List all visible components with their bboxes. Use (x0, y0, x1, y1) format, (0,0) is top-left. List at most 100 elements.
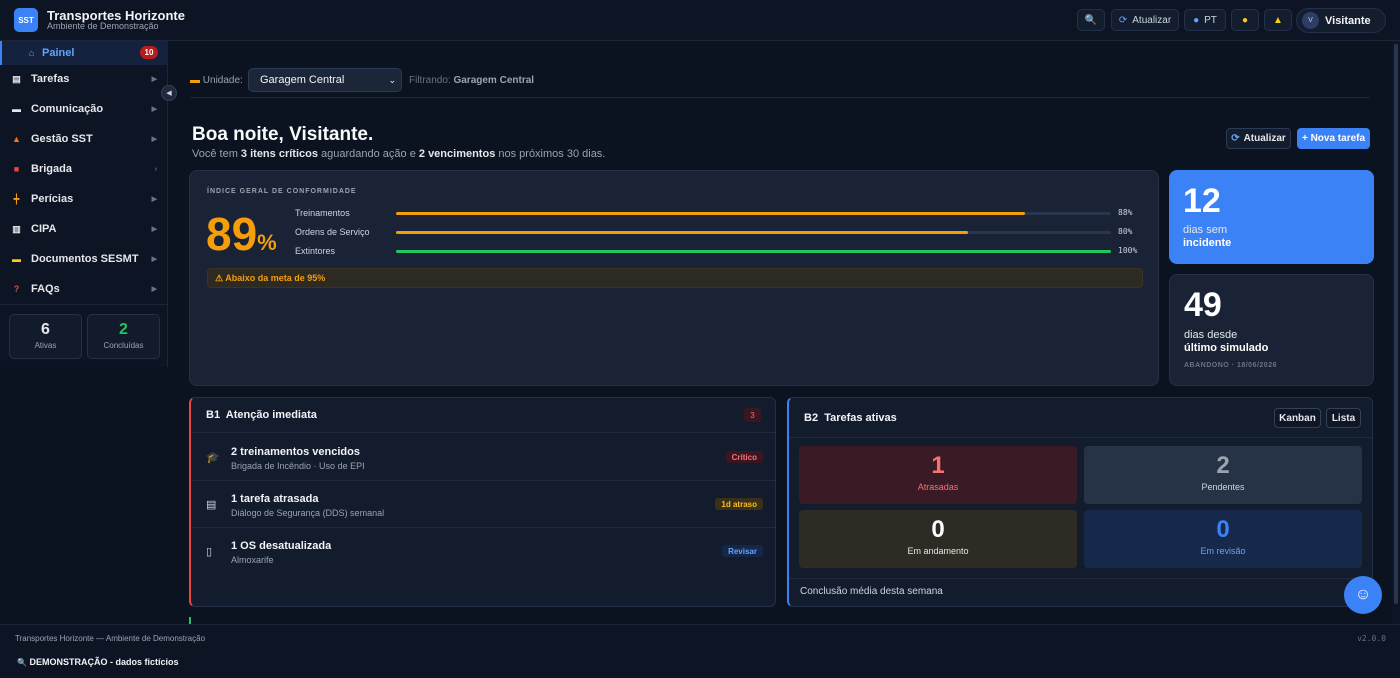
topbar-refresh-button[interactable]: ⟳ Atualizar (1111, 9, 1179, 31)
language-button[interactable]: ● PT (1184, 9, 1226, 31)
sidebar-item-label: Perícias (31, 193, 74, 205)
sidebar-item-faqs[interactable]: ? FAQs ▶ (0, 277, 168, 301)
kpi-footnote: ABANDONO · 18/06/2026 (1184, 362, 1277, 369)
chat-icon: ▬ (12, 104, 21, 114)
user-name: Visitante (1325, 14, 1371, 27)
chevron-right-icon: ▶ (151, 286, 157, 293)
tile-in-review[interactable]: 0 Em revisão (1084, 510, 1362, 568)
panel-count-badge: 3 (744, 408, 761, 422)
theme-toggle-button[interactable]: ● (1231, 9, 1259, 31)
scrollbar-thumb[interactable] (1394, 44, 1398, 604)
sidebar-item-tarefas[interactable]: ▤ Tarefas ▶ (0, 67, 168, 91)
compliance-card: ÍNDICE GERAL DE CONFORMIDADE 89% Treinam… (189, 170, 1159, 386)
tile-label: Pendentes (1201, 482, 1245, 492)
tile-value: 0 (1216, 516, 1230, 543)
refresh-button[interactable]: ⟳ Atualizar (1226, 128, 1291, 149)
chevron-right-icon: ▶ (151, 196, 157, 203)
tile-label: Em revisão (1200, 546, 1246, 556)
stat-value: 6 (41, 321, 50, 338)
bar-value: 100% (1118, 246, 1138, 255)
search-button[interactable]: 🔍 (1077, 9, 1105, 31)
graduation-cap-icon: 🎓 (206, 452, 220, 464)
notifications-button[interactable]: ▲ (1264, 9, 1292, 31)
kpi-label-strong: último simulado (1184, 342, 1269, 354)
sidebar-item-cipa[interactable]: ▥ CIPA ▶ (0, 217, 168, 241)
sidebar-item-label: CIPA (31, 223, 57, 235)
fire-truck-icon: ■ (13, 164, 20, 174)
bar-label: Treinamentos (295, 208, 350, 218)
bar-fill (396, 212, 1026, 215)
sidebar-collapse-button[interactable]: ◀ (161, 85, 177, 101)
list-item[interactable]: ▯ 1 OS desatualizada Almoxarife Revisar (191, 528, 775, 575)
folder-icon: ▬ (12, 254, 21, 264)
compliance-title: ÍNDICE GERAL DE CONFORMIDADE (207, 188, 357, 195)
sidebar-item-comunicacao[interactable]: ▬ Comunicação ▶ (0, 97, 168, 121)
tile-label: Atrasadas (917, 482, 959, 492)
new-task-button[interactable]: + Nova tarefa (1297, 128, 1370, 149)
tile-overdue[interactable]: 1 Atrasadas (799, 446, 1077, 504)
page-title: Boa noite, Visitante. (192, 124, 374, 145)
kpi-days-since-drill: 49 dias desde último simulado ABANDONO ·… (1169, 274, 1374, 386)
chevron-right-icon: ▶ (151, 256, 157, 263)
topbar-refresh-label: Atualizar (1132, 14, 1172, 26)
unit-filter-bar: ▬ Unidade: Garagem Central ⌄ Filtrando: … (190, 65, 1370, 98)
chevron-left-icon: ◀ (166, 90, 172, 97)
globe-icon: ● (1193, 14, 1200, 26)
clipboard-icon: ▤ (12, 73, 21, 84)
tile-label: Em andamento (907, 546, 969, 556)
panel-divider (789, 578, 1372, 579)
sidebar-divider (0, 304, 168, 305)
tile-value: 1 (931, 452, 945, 479)
compliance-warning: ⚠ Abaixo da meta de 95% (207, 268, 1143, 288)
assistant-button[interactable]: ☺ (1344, 576, 1382, 614)
language-label: PT (1204, 14, 1217, 26)
chevron-down-icon: ⌄ (388, 74, 396, 85)
panel-title: B2 Tarefas ativas (804, 412, 897, 424)
kanban-view-button[interactable]: Kanban (1274, 408, 1321, 428)
tile-value: 0 (931, 516, 945, 543)
sidebar-item-label: Brigada (31, 163, 72, 175)
sidebar-item-label: Documentos SESMT (31, 253, 139, 265)
sidebar-item-painel[interactable]: ⌂ Painel 10 (0, 41, 168, 65)
bell-icon: ▲ (1273, 14, 1283, 26)
panel-header: B1 Atenção imediata 3 (191, 398, 775, 433)
tile-value: 2 (1216, 452, 1230, 479)
bar-value: 80% (1118, 227, 1133, 236)
scales-icon: ┿ (13, 193, 20, 204)
user-menu[interactable]: V Visitante (1296, 8, 1386, 33)
question-icon: ? (13, 284, 20, 294)
tile-in-progress[interactable]: 0 Em andamento (799, 510, 1077, 568)
panel-title: B1 Atenção imediata (206, 409, 317, 421)
status-badge: Crítico (725, 451, 763, 463)
bar-track (396, 231, 1111, 234)
sidebar: ⌂ Painel 10 ▤ Tarefas ▶ ▬ Comunicação ▶ … (0, 41, 168, 367)
building-icon: ▥ (12, 223, 21, 234)
stat-active-tasks: 6 Ativas (9, 314, 82, 359)
top-bar: SST Transportes Horizonte Ambiente de De… (0, 0, 1400, 41)
list-view-button[interactable]: Lista (1326, 408, 1361, 428)
compliance-bar-extintores: Extintores 100% (295, 246, 1145, 258)
list-item[interactable]: 🎓 2 treinamentos vencidos Brigada de Inc… (191, 434, 775, 481)
stat-label: Concluídas (103, 341, 144, 350)
robot-icon: ☺ (1354, 586, 1372, 603)
compliance-bar-treinamentos: Treinamentos 88% (295, 208, 1145, 220)
sidebar-item-brigada[interactable]: ■ Brigada › (0, 157, 168, 181)
sidebar-item-gestao-sst[interactable]: ▲ Gestão SST ▶ (0, 127, 168, 151)
refresh-label: Atualizar (1243, 133, 1286, 144)
tile-pending[interactable]: 2 Pendentes (1084, 446, 1362, 504)
item-subtitle: Diálogo de Segurança (DDS) semanal (231, 508, 385, 518)
unit-select-value: Garagem Central (260, 74, 345, 86)
page-subtitle: Você tem 3 itens críticos aguardando açã… (192, 148, 606, 160)
status-badge: Revisar (722, 545, 763, 557)
unit-select[interactable]: Garagem Central ⌄ (248, 68, 402, 92)
kpi-label: dias sem (1183, 224, 1228, 236)
demo-badge: 🔍 DEMONSTRAÇÃO - dados fictícios (17, 657, 179, 667)
footer-text: Transportes Horizonte — Ambiente de Demo… (15, 634, 206, 643)
sidebar-item-pericias[interactable]: ┿ Perícias ▶ (0, 187, 168, 211)
sidebar-item-documentos-sesmt[interactable]: ▬ Documentos SESMT ▶ (0, 247, 168, 271)
list-item[interactable]: ▤ 1 tarefa atrasada Diálogo de Segurança… (191, 481, 775, 528)
stat-label: Ativas (34, 341, 57, 350)
chevron-right-icon: ▶ (151, 106, 157, 113)
app-subtitle: Ambiente de Demonstração (47, 21, 159, 31)
sidebar-item-label: Gestão SST (31, 133, 93, 145)
